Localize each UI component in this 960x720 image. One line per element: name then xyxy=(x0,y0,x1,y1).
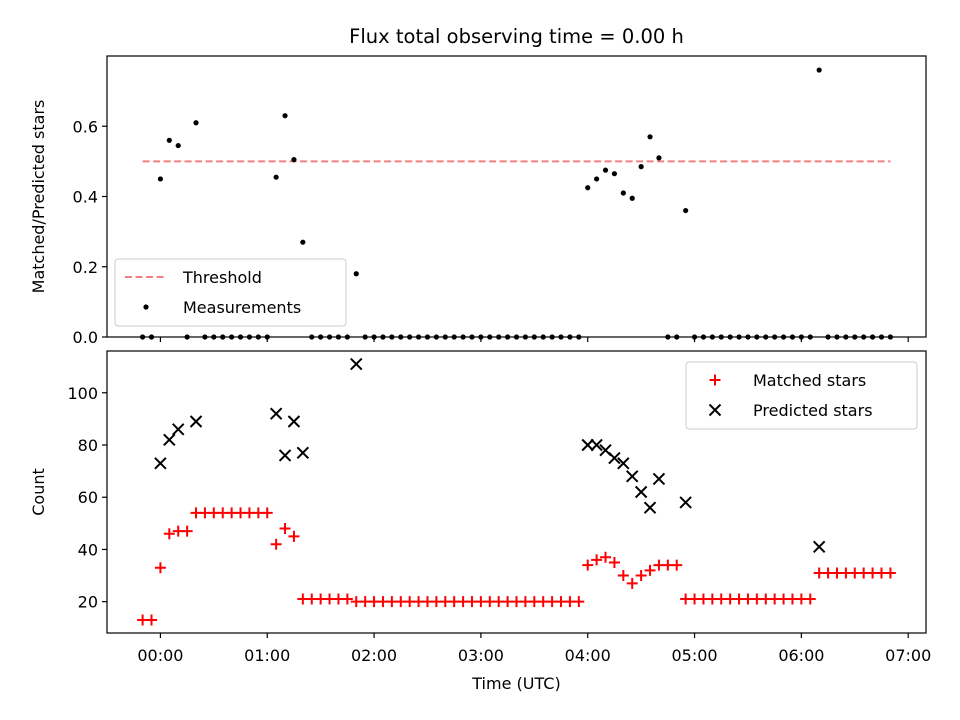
y-axis-label: Matched/Predicted stars xyxy=(29,100,48,294)
data-point xyxy=(647,134,653,140)
x-tick-label: 06:00 xyxy=(778,646,824,665)
data-point xyxy=(154,562,166,574)
x-tick-label: 05:00 xyxy=(671,646,717,665)
data-point xyxy=(608,451,621,465)
data-point xyxy=(626,577,638,589)
data-point xyxy=(288,530,300,542)
data-point xyxy=(652,472,666,486)
data-point xyxy=(679,496,692,509)
y-tick-label: 0.4 xyxy=(73,188,98,207)
data-point xyxy=(157,176,164,182)
data-point xyxy=(611,171,618,177)
data-point xyxy=(175,142,181,149)
data-point xyxy=(189,415,203,428)
data-point xyxy=(353,271,359,277)
x-tick-label: 01:00 xyxy=(244,646,290,665)
data-point xyxy=(172,423,185,436)
y-tick-label: 40 xyxy=(78,540,98,559)
legend-matched-swatch xyxy=(709,374,721,386)
data-point xyxy=(278,449,292,462)
axes-frame xyxy=(106,350,927,634)
legend-box xyxy=(685,361,918,430)
data-point xyxy=(804,593,816,605)
data-point xyxy=(163,433,176,446)
data-point xyxy=(287,415,301,428)
data-point xyxy=(163,528,175,540)
data-point xyxy=(279,523,291,535)
data-point xyxy=(341,593,353,605)
x-tick-label: 00:00 xyxy=(137,646,183,665)
legend-measurements-swatch xyxy=(143,304,149,310)
data-point xyxy=(683,207,689,214)
data-point xyxy=(629,195,635,201)
y-tick-label: 60 xyxy=(78,488,98,507)
data-point xyxy=(300,239,306,245)
data-point xyxy=(581,438,594,452)
x-tick-label: 03:00 xyxy=(458,646,504,665)
data-point xyxy=(273,174,279,180)
legend-predicted-label: Predicted stars xyxy=(753,401,873,420)
data-point xyxy=(617,457,630,470)
data-point xyxy=(269,407,283,420)
data-point xyxy=(617,570,629,582)
data-point xyxy=(193,120,199,126)
data-point xyxy=(270,538,282,550)
x-axis-label: Time (UTC) xyxy=(471,674,560,693)
data-point xyxy=(591,554,603,566)
x-tick-label: 04:00 xyxy=(565,646,611,665)
chart-title: Flux total observing time = 0.00 h xyxy=(349,25,684,48)
data-point xyxy=(261,507,273,519)
data-point xyxy=(600,551,612,563)
data-point xyxy=(643,501,657,514)
data-point xyxy=(282,113,288,119)
x-tick-label: 07:00 xyxy=(885,646,931,665)
y-tick-label: 0.0 xyxy=(73,328,98,347)
data-point xyxy=(594,176,600,182)
data-point xyxy=(656,155,662,161)
legend-threshold-label: Threshold xyxy=(182,268,262,287)
y-tick-label: 0.6 xyxy=(73,117,98,136)
y-axis-label: Count xyxy=(29,468,48,516)
data-point xyxy=(644,564,656,576)
data-point xyxy=(350,357,363,371)
data-point xyxy=(582,559,594,571)
x-tick-label: 02:00 xyxy=(351,646,397,665)
y-tick-label: 20 xyxy=(78,593,98,612)
data-point xyxy=(816,67,822,73)
data-point xyxy=(585,185,591,191)
data-point xyxy=(573,596,585,608)
data-point xyxy=(638,164,644,170)
data-point xyxy=(884,567,896,579)
legend-measurements-label: Measurements xyxy=(183,298,301,317)
data-point xyxy=(166,137,172,143)
data-point xyxy=(154,457,167,470)
y-tick-label: 0.2 xyxy=(73,258,98,277)
legend-predicted-swatch xyxy=(708,403,722,417)
data-point xyxy=(602,167,609,173)
data-point xyxy=(634,485,648,499)
data-point xyxy=(291,157,297,163)
data-point xyxy=(296,446,310,460)
data-point xyxy=(671,559,683,571)
y-tick-label: 80 xyxy=(78,436,98,455)
legend-box xyxy=(114,258,347,327)
data-point xyxy=(635,570,647,582)
data-point xyxy=(146,614,158,626)
data-point xyxy=(626,470,639,483)
legend-matched-label: Matched stars xyxy=(753,371,866,390)
data-point xyxy=(620,190,626,196)
data-point xyxy=(181,525,193,537)
data-point xyxy=(590,438,603,452)
data-point xyxy=(608,557,620,568)
y-tick-label: 100 xyxy=(67,384,98,403)
data-point xyxy=(812,540,826,554)
